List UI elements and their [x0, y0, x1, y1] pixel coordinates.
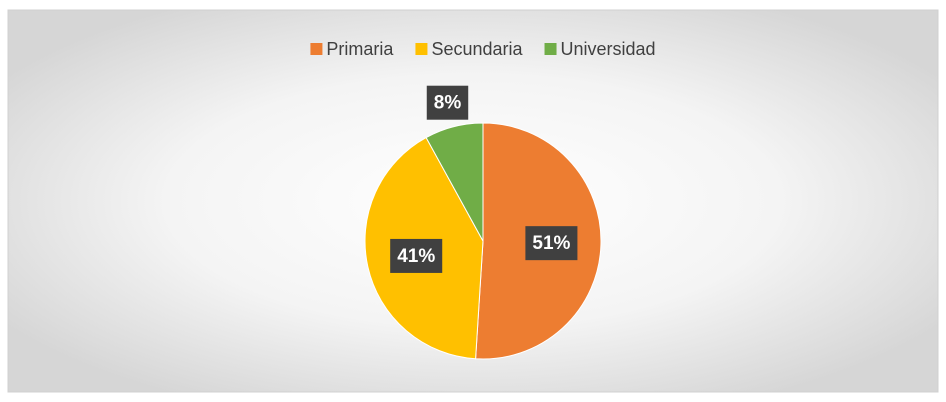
data-label: 41% — [397, 246, 435, 267]
legend-label: Secundaria — [431, 39, 523, 59]
data-label-box — [426, 85, 469, 120]
pie-slice — [425, 122, 484, 242]
legend-swatch — [415, 43, 428, 55]
data-label: 8% — [434, 93, 462, 114]
data-label: 51% — [532, 233, 570, 254]
legend-label: Primaria — [326, 39, 394, 59]
legend-label: Universidad — [561, 39, 656, 59]
data-label-box — [525, 226, 578, 261]
legend-swatch — [544, 43, 557, 55]
legend-swatch — [310, 43, 323, 55]
data-label-box — [390, 238, 443, 273]
